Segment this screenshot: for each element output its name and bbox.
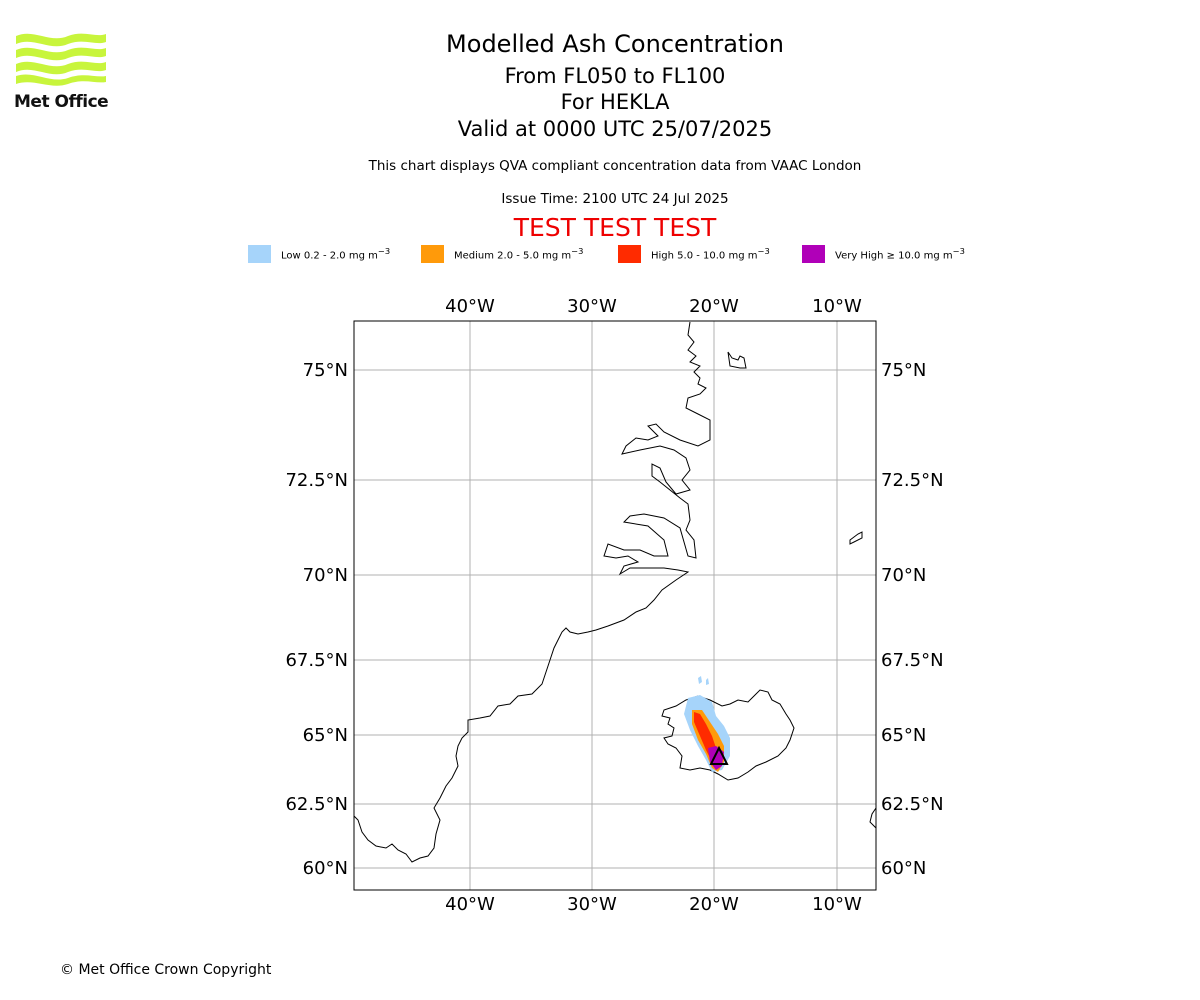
lat-label-right: 72.5°N [881,470,944,491]
lon-label-bottom: 20°W [689,894,739,915]
lon-label-bottom: 10°W [812,894,862,915]
lat-label-left: 60°N [303,858,348,879]
test-banner: TEST TEST TEST [513,213,717,242]
lon-label-bottom: 40°W [445,894,495,915]
lon-label-top: 30°W [567,296,617,317]
chart-description: This chart displays QVA compliant concen… [368,158,862,174]
ash-plume [684,676,730,772]
lat-label-right: 75°N [881,360,926,381]
lat-label-right: 65°N [881,725,926,746]
lat-label-left: 72.5°N [285,470,348,491]
chart-title: Modelled Ash Concentration [446,30,784,58]
iceland-coastline [661,689,795,781]
issue-time: Issue Time: 2100 UTC 24 Jul 2025 [501,191,729,207]
lat-label-left: 65°N [303,725,348,746]
lat-label-left: 67.5°N [285,650,348,671]
lat-label-right: 62.5°N [881,794,944,815]
lon-label-top: 20°W [689,296,739,317]
legend-item-low: Low 0.2 - 2.0 mg m−3 [248,244,390,264]
lon-label-top: 40°W [445,296,495,317]
legend-label-very-high: Very High ≥ 10.0 mg m−3 [835,246,965,262]
legend-label-low: Low 0.2 - 2.0 mg m−3 [281,246,391,262]
legend-item-very-high: Very High ≥ 10.0 mg m−3 [802,244,965,264]
lat-label-left: 70°N [303,565,348,586]
met-office-logo-icon [16,33,106,86]
lat-label-right: 67.5°N [881,650,944,671]
lat-label-right: 60°N [881,858,926,879]
met-office-logo-text: Met Office [14,92,109,112]
lat-label-right: 70°N [881,565,926,586]
lat-label-left: 75°N [303,360,348,381]
valid-time: Valid at 0000 UTC 25/07/2025 [457,117,773,141]
legend-swatch-very-high [802,245,825,263]
copyright-notice: © Met Office Crown Copyright [60,962,272,978]
legend-swatch-low [248,245,271,263]
legend-label-medium: Medium 2.0 - 5.0 mg m−3 [454,246,584,262]
volcano-marker-icon [709,745,729,765]
legend-label-high: High 5.0 - 10.0 mg m−3 [651,246,770,262]
volcano-name: For HEKLA [560,90,670,114]
legend-item-high: High 5.0 - 10.0 mg m−3 [618,244,770,264]
legend-swatch-medium [421,245,444,263]
greenland-coastline [354,321,711,863]
lat-label-left: 62.5°N [285,794,348,815]
lon-label-top: 10°W [812,296,862,317]
legend-item-medium: Medium 2.0 - 5.0 mg m−3 [421,244,583,264]
map-gridlines [354,321,876,890]
map-frame [353,320,877,891]
lon-label-bottom: 30°W [567,894,617,915]
flight-level-range: From FL050 to FL100 [504,64,726,88]
legend-swatch-high [618,245,641,263]
